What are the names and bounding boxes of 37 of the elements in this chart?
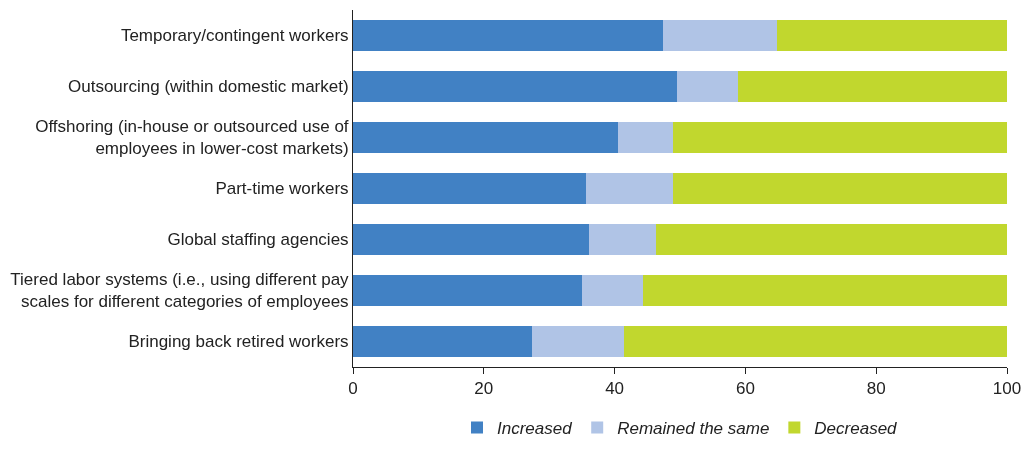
y-tick-label: Temporary/contingent workers [120,26,349,46]
bar [672,122,1007,153]
y-tick-label: Bringing back retired workers [128,332,349,352]
bar [353,275,582,306]
legend-label: Remained the same [617,419,770,439]
bar [353,71,677,102]
bar [738,71,1007,102]
bar [642,275,1007,306]
legend-label: Decreased [814,419,898,439]
bar [672,173,1007,204]
x-tick-label: 60 [735,379,755,399]
y-tick-label: Offshoring (in-house or outsourced use of employees in lower-cost markets) [35,117,349,159]
x-tick-label: 100 [992,379,1022,399]
y-tick-label: Outsourcing (within domestic market) [68,77,349,97]
bar [353,173,586,204]
bar [353,122,618,153]
y-tick-label: Part-time workers [215,179,349,199]
bar [353,20,663,51]
y-tick-label: Global staffing agencies [167,230,349,250]
bar [353,224,590,255]
bar [585,173,673,204]
bar [532,326,625,357]
bar [676,71,739,102]
bar [617,122,673,153]
bar [353,326,533,357]
bar [589,224,657,255]
bar [663,20,777,51]
x-tick-label: 80 [866,379,886,399]
legend-label: Increased [497,419,573,439]
x-tick-label: 0 [348,379,358,399]
bar [624,326,1007,357]
bar [581,275,643,306]
x-tick-label: 20 [474,379,494,399]
bar [656,224,1007,255]
y-tick-label: Tiered labor systems (i.e., using different pay scales for different categories of employees [10,270,350,312]
bar [776,20,1007,51]
x-tick-label: 40 [605,379,625,399]
